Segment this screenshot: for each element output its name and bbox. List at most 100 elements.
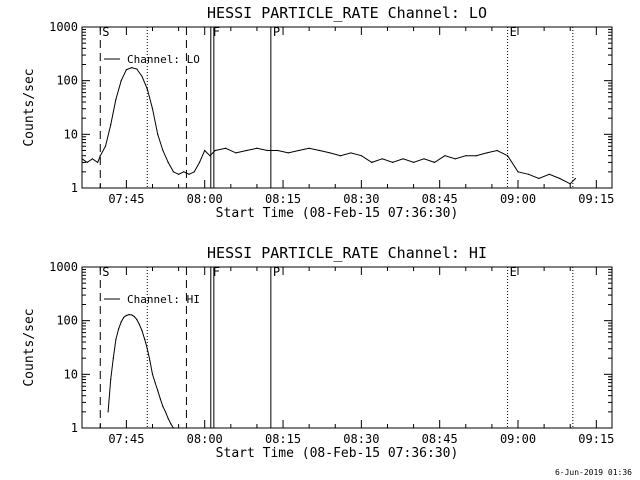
data-point [167,417,169,420]
y-tick-label: 1000 [49,20,78,34]
data-point [151,108,154,110]
data-point [527,173,530,175]
data-point [402,158,404,160]
data-point [178,173,180,175]
data-point [329,152,331,154]
data-point [193,171,195,173]
data-point [125,314,127,317]
chart-panel-2: HESSI PARTICLE_RATE Channel: HI 1 10 100 100… [22,244,614,461]
chart-panel-1: HESSI PARTICLE_RATE Channel: LO 1 10 100 100… [22,4,614,221]
data-point [381,158,383,160]
data-point [136,68,138,70]
data-point [465,155,467,157]
data-point [308,147,310,149]
data-point [517,171,519,173]
data-point [298,149,300,152]
y-axis-label: Counts/sec [22,308,37,386]
event-marker-label: E [510,265,517,279]
legend-label: Channel: LO [127,53,200,66]
data-point [146,348,148,350]
data-point [339,155,342,157]
data-point [198,161,201,163]
x-axis-label: Start Time (08-Feb-15 07:36:30) [216,446,459,461]
data-point [141,75,143,78]
data-point [170,423,172,425]
data-point [433,161,436,163]
series-line [81,67,576,185]
data-point [162,149,164,152]
footer-timestamp: 6-Jun-2019 01:36 [554,468,632,477]
plot-frame [81,266,613,429]
event-marker-label: P [273,265,280,279]
y-tick-label: 10 [64,127,78,141]
data-point [486,152,488,154]
data-point [559,177,561,180]
data-point [104,145,107,147]
data-point [183,171,185,173]
y-tick-label: 1 [71,421,78,435]
data-point [287,152,289,154]
data-point [444,155,446,157]
data-point [128,313,130,316]
data-point [506,155,509,157]
data-point [548,173,550,175]
plot-frame [81,26,613,189]
data-point [360,155,362,157]
y-tick-label: 10 [64,367,78,381]
data-point [188,173,190,175]
data-point [120,80,122,82]
y-tick-label: 100 [56,74,78,88]
data-point [569,183,571,185]
data-point [112,357,114,359]
data-point [475,155,477,157]
data-point [133,315,135,318]
y-tick-label: 1000 [49,260,78,274]
data-point [149,360,151,362]
data-point [144,338,146,340]
data-point [120,321,122,323]
data-point [371,161,373,163]
x-tick-label: 08:00 [187,432,223,446]
data-point [115,98,117,100]
data-point [154,382,156,384]
x-tick-label: 07:45 [108,432,144,446]
data-point [277,149,279,152]
data-point [538,177,540,180]
data-point [235,152,237,154]
x-tick-label: 08:15 [265,432,301,446]
event-marker-label: F [213,25,220,39]
data-point [164,411,167,413]
x-tick-label: 08:45 [422,432,458,446]
data-point [392,161,394,163]
data-point [224,147,227,149]
data-point [412,161,415,163]
event-marker-label: P [273,25,280,39]
data-point [162,406,164,408]
data-point [209,155,211,157]
data-point [151,373,154,375]
data-point [110,378,112,381]
x-axis-label: Start Time (08-Feb-15 07:36:30) [216,206,459,221]
data-point [123,316,125,319]
series-line [107,314,174,429]
x-tick-label: 09:15 [578,432,614,446]
data-point [138,323,141,326]
event-marker-label: F [213,265,220,279]
x-tick-label: 08:30 [343,432,379,446]
data-point [423,158,425,160]
data-point [146,88,148,90]
data-point [167,161,169,163]
data-point [214,149,216,152]
data-point [97,161,99,163]
event-marker-label: E [510,25,517,39]
event-marker-label: S [102,265,109,279]
x-tick-label: 09:15 [578,192,614,206]
data-point [131,314,133,316]
data-point [204,149,206,152]
data-point [172,171,174,173]
data-point [496,149,498,152]
data-point [117,328,120,330]
data-point [86,161,88,163]
x-tick-label: 08:00 [187,192,223,206]
